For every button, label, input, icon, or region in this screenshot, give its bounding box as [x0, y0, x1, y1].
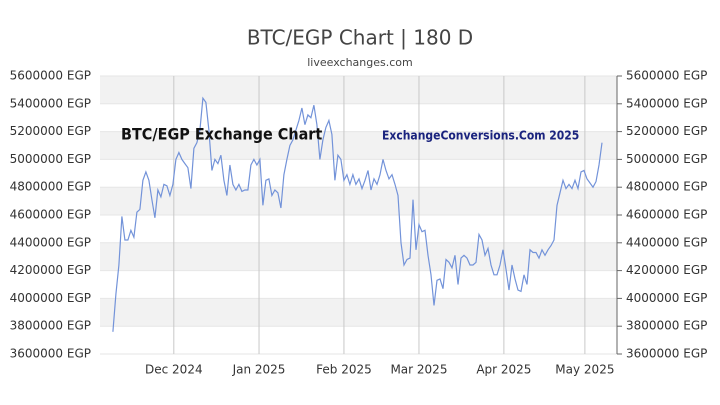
chart-subtitle: liveexchanges.com [307, 56, 412, 69]
y2-tick-label: 5200000 EGP [626, 124, 707, 138]
y-tick-label: 4800000 EGP [10, 180, 91, 194]
y-tick-label: 4600000 EGP [10, 208, 91, 222]
x-tick-label: May 2025 [555, 363, 614, 377]
y2-tick-label: 5600000 EGP [626, 69, 707, 83]
y2-tick-label: 5000000 EGP [626, 152, 707, 166]
y2-tick-label: 5400000 EGP [626, 96, 707, 110]
y2-tick-label: 3800000 EGP [626, 319, 707, 333]
watermark: ExchangeConversions.Com 2025 [382, 129, 579, 143]
watermark: BTC/EGP Exchange Chart [121, 125, 322, 144]
y-tick-label: 5200000 EGP [10, 124, 91, 138]
x-tick-label: Feb 2025 [316, 363, 372, 377]
y-tick-label: 5600000 EGP [10, 69, 91, 83]
y-tick-label: 3800000 EGP [10, 319, 91, 333]
y-tick-label: 3600000 EGP [10, 347, 91, 361]
x-tick-label: Apr 2025 [476, 363, 531, 377]
y-tick-label: 5000000 EGP [10, 152, 91, 166]
y2-tick-label: 4000000 EGP [626, 291, 707, 305]
x-tick-label: Mar 2025 [390, 363, 447, 377]
y-tick-label: 5400000 EGP [10, 96, 91, 110]
y2-tick-label: 4200000 EGP [626, 263, 707, 277]
y-tick-label: 4200000 EGP [10, 263, 91, 277]
grid-band [100, 76, 617, 104]
grid-band [100, 187, 617, 215]
data-line [112, 96, 603, 332]
y-tick-label: 4400000 EGP [10, 235, 91, 249]
grid-band [100, 298, 617, 327]
x-tick-label: Dec 2024 [145, 363, 203, 377]
y-tick-label: 4000000 EGP [10, 291, 91, 305]
chart-title: BTC/EGP Chart | 180 D [247, 26, 473, 50]
grid-band [100, 131, 617, 160]
y2-tick-label: 4400000 EGP [626, 235, 707, 249]
grid-band [100, 242, 617, 271]
y2-tick-label: 4800000 EGP [626, 180, 707, 194]
y2-tick-label: 3600000 EGP [626, 347, 707, 361]
x-tick-label: Jan 2025 [232, 363, 286, 377]
y2-tick-label: 4600000 EGP [626, 208, 707, 222]
